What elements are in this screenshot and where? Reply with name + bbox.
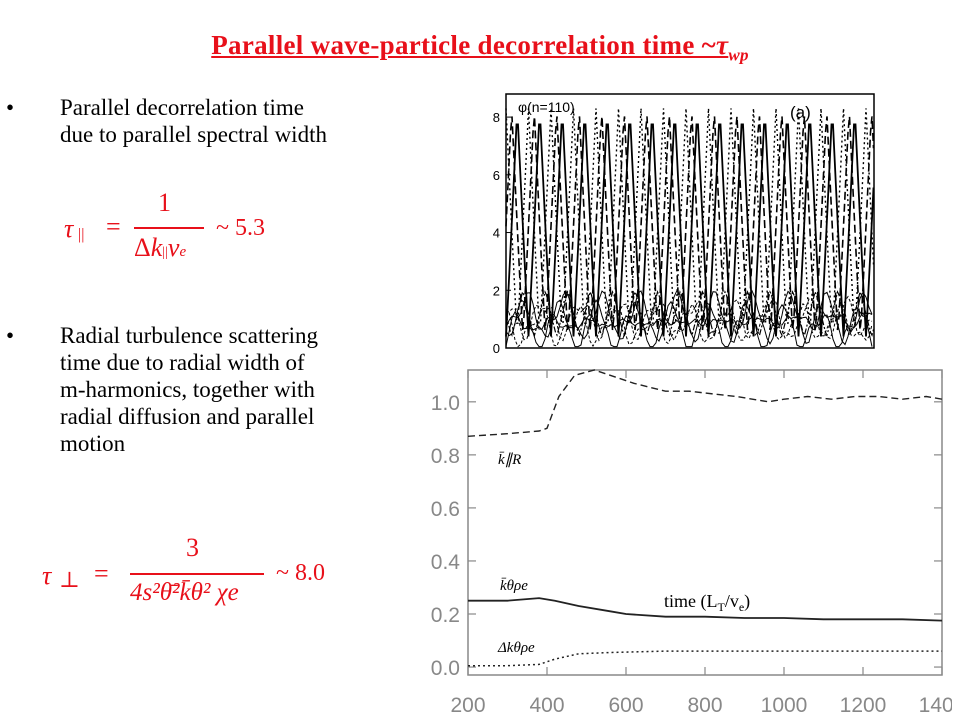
equation-tau-parallel: τ || = 1 Δk||ve ~ 5.3 [64,188,324,278]
wave-xtick-label: 1000 [761,694,808,717]
eq-approx-value: ~ 8.0 [276,560,325,586]
phi-low-mode-line [505,298,873,346]
wave-ytick-label: 0.4 [431,551,461,574]
bullet-dot: • [6,323,15,348]
wave-ytick-label: 0.2 [431,604,460,627]
eq-lhs-symbol: τ [64,214,74,243]
wave-xtick-label: 200 [450,694,485,717]
bullet-line: due to parallel spectral width [60,122,327,147]
wave-xtick-label: 1200 [840,694,887,717]
bullet-line: m-harmonics, together with [60,377,315,402]
slide-title: Parallel wave-particle decorrelation tim… [211,30,749,65]
phi-low-mode-line [505,289,873,333]
fraction-bar [134,227,204,229]
phi-series-line [505,108,875,324]
bullet-radial-scattering: • Radial turbulence scattering time due … [6,322,319,457]
wave-ytick-label: 0.6 [431,498,460,521]
eq-equals: = [94,559,109,588]
eq-lhs-symbol: τ [42,561,52,590]
phi-ytick-label: 8 [493,110,500,125]
phi-ytick-label: 2 [493,283,500,298]
label-ktheta-rho: k̄θρe [500,578,528,594]
phi-ytick-label: 0 [493,341,500,356]
eq-denominator: 4s²θ̄²k̄θ² χe [130,579,239,606]
equation-tau-perp: τ ⊥ = 3 4s²θ̄²k̄θ² χe ~ 8.0 [42,533,362,623]
wave-series-line-0 [467,369,943,437]
label-delta-ktheta-rho: Δkθρe [497,640,535,656]
eq-approx-value: ~ 5.3 [216,215,265,241]
wavenumber-chart: 1.0 0.8 0.6 0.4 0.2 0.0 200 400 600 800 1000 1200 14… [412,364,952,720]
phi-series-line [505,116,875,331]
eq-lhs-sub: ⊥ [59,567,80,592]
phi-panel-label: (a) [790,103,811,122]
bullet-line: Parallel decorrelation time [60,95,304,120]
eq-equals: = [106,212,121,241]
eq-numerator: 1 [158,188,171,217]
wave-xtick-label: 800 [687,694,722,717]
bullet-line: Radial turbulence scattering [60,323,319,348]
label-kpar-R: k̄∥R [498,452,521,468]
phi-ytick-label: 4 [493,226,500,241]
bullet-parallel-decorrelation: • Parallel decorrelation time due to par… [6,94,327,148]
bullet-line: time due to radial width of [60,350,305,375]
eq-numerator: 3 [186,533,199,562]
wave-ytick-label: 0.0 [431,657,460,680]
bullet-dot: • [6,95,15,120]
wave-series-line-1 [468,597,943,622]
phi-ytick-label: 6 [493,168,500,183]
x-axis-title: time (LT/ve) [664,591,750,614]
fraction-bar [130,573,264,575]
eq-lhs-sub: || [78,226,85,243]
bullet-line: radial diffusion and parallel [60,404,315,429]
bullet-line: motion [60,431,126,456]
wave-ytick-label: 0.8 [431,445,460,468]
wave-xtick-label: 1400 [919,694,952,717]
wave-xtick-label: 600 [608,694,643,717]
phi-series-line [505,123,875,337]
wave-xtick-label: 400 [529,694,564,717]
eq-denominator: Δk||ve [134,233,187,262]
phi-chart: 8 6 4 2 0 φ(n=110) (a) [472,90,880,356]
phi-title: φ(n=110) [518,99,575,115]
wave-ytick-label: 1.0 [431,392,460,415]
